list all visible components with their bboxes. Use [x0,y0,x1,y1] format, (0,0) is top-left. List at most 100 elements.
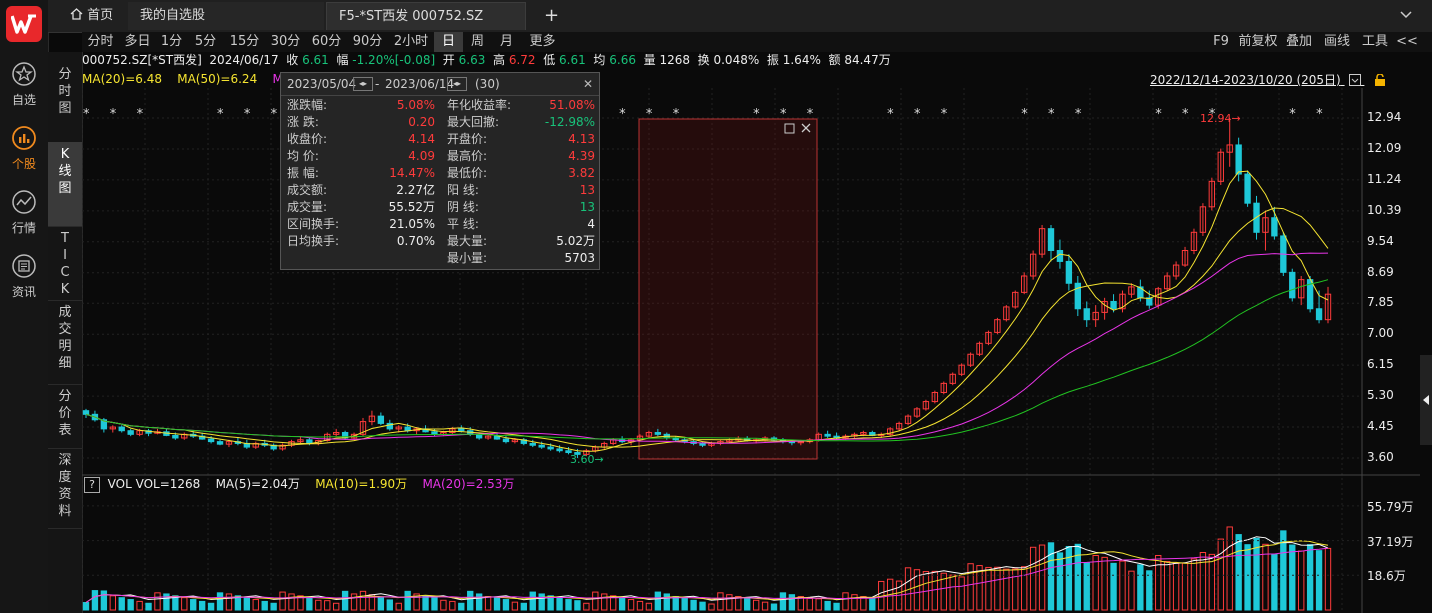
popup-end-date[interactable]: 2023/06/14 [385,77,455,91]
period-5[interactable]: 30分 [270,34,301,49]
vol-ma-line-1 [85,540,1329,603]
candle-body [279,444,286,450]
candle-body [100,419,108,430]
volume-bar [1172,562,1180,611]
period-bar: 分时 多日 1分 5分 15分 30分 60分 90分 2小时日周月 更多 F9 前复权 叠加 画线 工具 <… [82,32,1432,52]
popup-row-label: 最低价: [447,166,488,180]
tool-1[interactable]: 前复权 [1238,34,1278,49]
volume-bar [1163,560,1171,611]
end-stepper-icon[interactable]: ◂▸ [447,77,467,91]
vtab-4[interactable]: 分价表 [48,384,82,449]
popup-row-value: -12.98% [544,115,595,129]
start-stepper-icon[interactable]: ◂▸ [353,77,373,91]
volume-bar [91,590,99,611]
tool-5[interactable]: << [1396,34,1418,49]
volume-bar [592,591,599,611]
period-12[interactable]: 更多 [529,34,556,49]
candle-body [1047,228,1055,252]
period-3[interactable]: 5分 [194,34,217,49]
add-tab-button[interactable]: + [532,2,562,30]
period-8[interactable]: 2小时 [393,34,429,49]
volume-bar [851,594,858,611]
volume-bar [493,597,501,611]
popup-row-label: 涨 跌: [287,115,319,129]
period-4[interactable]: 15分 [229,34,260,49]
vol-ma-line-2 [85,547,1329,603]
close-icon[interactable]: ✕ [583,77,594,91]
event-marker: * [914,107,921,122]
period-1[interactable]: 多日 [124,34,151,49]
date-range-selector[interactable]: 2022/12/14-2023/10/20 (205日) [1150,71,1386,88]
app-logo[interactable] [6,6,42,42]
collapse-button[interactable] [1388,2,1418,30]
volume-bar [636,600,644,611]
price-tick-label: 10.39 [1367,202,1402,217]
volume-bar [672,596,679,611]
candle-body [1110,300,1117,310]
period-2[interactable]: 1分 [160,34,183,49]
candle-body [583,450,590,455]
popup-row-label: 均 价: [287,149,319,163]
period-9[interactable]: 日 [434,32,463,52]
volume-bar [815,598,822,611]
candle-body [886,428,894,435]
vtab-5[interactable]: 深度资料 [48,448,82,529]
tab-current-stock[interactable]: F5-*ST西发 000752.SZ [326,2,526,30]
popup-row-label: 阴 线: [447,200,479,214]
popup-row: 最低价: 3.82 [447,165,595,182]
volume-bar [243,596,251,611]
lock-icon [1375,73,1386,86]
vtab-0[interactable]: 分时图 [48,62,82,143]
sidebar-item-news[interactable]: 资讯 [0,254,48,300]
vtab-3[interactable]: 成交明细 [48,300,82,385]
ma20-label: MA(20)=6.48 [82,72,162,86]
popup-row-value: 0.20 [408,115,435,129]
right-scroll-handle[interactable] [1420,355,1432,445]
volume-bar [797,596,805,611]
tab-home[interactable]: 首页 [58,2,126,30]
volume-tick-label: 55.79万 [1367,499,1414,514]
candle-body [1181,250,1189,266]
period-7[interactable]: 90分 [352,34,383,49]
kline-chart[interactable]: *****************************3.60→12.94→ [82,88,1420,613]
sidebar-item-stock[interactable]: 个股 [0,126,48,172]
period-11[interactable]: 月 [499,34,513,49]
tool-3[interactable]: 画线 [1323,34,1350,49]
popup-row: 区间换手: 21.05% [287,216,435,233]
candle-body [940,382,947,393]
amplitude-value: 1.64% [782,53,821,67]
help-icon[interactable]: ? [84,477,100,493]
period-0[interactable]: 分时 [87,34,114,49]
popup-row-value: 5703 [564,251,595,265]
tool-4[interactable]: 工具 [1361,34,1388,49]
tab-watchlist[interactable]: 我的自选股 [128,2,324,30]
popup-start-date[interactable]: 2023/05/04 [287,77,357,91]
volume-bar [315,599,322,611]
tool-2[interactable]: 叠加 [1285,34,1312,49]
period-10[interactable]: 周 [470,34,484,49]
popup-row-value: 2.27亿 [396,183,435,197]
volume-bar [547,595,554,611]
sidebar-item-watchlist[interactable]: 自选 [0,62,48,108]
quote-info-line: 000752.SZ[*ST西发] 2024/06/17 收 6.61 幅 -1.… [82,52,1432,69]
tab-current-label: F5-*ST西发 000752.SZ [339,9,484,24]
volume-bar [511,601,519,611]
popup-date-sep: - [375,77,380,91]
volume-bar [288,593,295,611]
volume-bar [1190,558,1198,611]
volume-bar [1181,562,1189,611]
period-6[interactable]: 60分 [311,34,342,49]
popup-row-value: 3.82 [568,166,595,180]
volume-bar [261,600,268,611]
tool-0[interactable]: F9 [1213,34,1229,49]
sidebar-item-market[interactable]: 行情 [0,190,48,236]
volume-bar [100,590,108,611]
popup-row: 阴 线: 13 [447,199,595,216]
popup-day-count: (30) [475,77,500,91]
candle-body [207,438,215,443]
candle-body [1092,311,1099,321]
popup-row-label: 日均换手: [287,234,340,248]
volume-bar [1298,550,1305,611]
